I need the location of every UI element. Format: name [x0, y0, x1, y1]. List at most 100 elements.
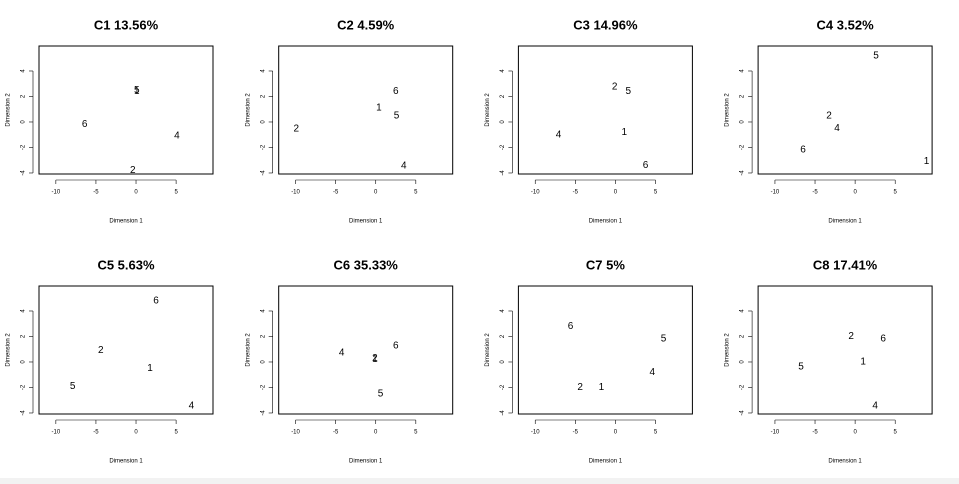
x-axis-label: Dimension 1	[828, 219, 862, 225]
y-tick-label: -2	[21, 384, 27, 390]
x-tick-label: 0	[134, 430, 138, 436]
x-tick-label: -5	[93, 190, 99, 196]
x-tick-label: 0	[374, 190, 378, 196]
chart-title: C2 4.59%	[337, 17, 395, 32]
y-tick-label: 0	[500, 360, 506, 364]
plot-frame	[517, 285, 693, 415]
y-tick-label: -4	[740, 170, 746, 176]
y-tick-label: -4	[500, 410, 506, 416]
y-tick-label: -2	[500, 144, 506, 150]
y-tick-label: -2	[260, 384, 266, 390]
y-axis-label: Dimension 2	[6, 93, 12, 127]
x-tick-label: 0	[853, 430, 857, 436]
point-label: 1	[372, 354, 378, 365]
y-axis-label: Dimension 2	[725, 93, 731, 127]
x-axis-label: Dimension 1	[589, 459, 623, 465]
y-tick-label: 0	[21, 360, 27, 364]
y-tick-label: -2	[740, 144, 746, 150]
x-tick-label: 5	[414, 190, 418, 196]
point-label: 4	[339, 348, 345, 359]
point-label: 4	[650, 367, 656, 378]
footer-band	[0, 478, 959, 484]
y-axis-label: Dimension 2	[485, 333, 491, 367]
plot-frame	[517, 45, 693, 175]
point-label: 2	[372, 353, 378, 364]
point-label: 6	[568, 321, 574, 332]
y-axis-label: Dimension 2	[6, 333, 12, 367]
chart-title: C7 5%	[586, 257, 625, 272]
point-label: 6	[393, 341, 399, 352]
point-label: 1	[147, 363, 153, 374]
point-label: 6	[643, 160, 649, 171]
y-tick-label: 4	[740, 69, 746, 73]
point-label: 5	[661, 334, 667, 345]
x-axis-label: Dimension 1	[828, 459, 862, 465]
point-label: 2	[612, 82, 618, 93]
x-tick-label: -5	[812, 430, 818, 436]
x-tick-label: 5	[894, 190, 898, 196]
chart-title: C1 13.56%	[94, 17, 159, 32]
y-axis-label: Dimension 2	[245, 333, 251, 367]
y-tick-label: 4	[260, 309, 266, 313]
point-label: 5	[394, 110, 400, 121]
y-tick-label: -4	[260, 170, 266, 176]
x-tick-label: -10	[771, 430, 780, 436]
point-label: 5	[378, 388, 384, 399]
y-tick-label: 2	[500, 334, 506, 338]
x-tick-label: 5	[654, 190, 658, 196]
x-tick-label: -5	[812, 190, 818, 196]
y-tick-label: 0	[740, 360, 746, 364]
y-tick-label: 0	[260, 120, 266, 124]
y-tick-label: -4	[500, 170, 506, 176]
point-label: 1	[860, 357, 866, 368]
x-tick-label: -10	[291, 190, 300, 196]
plot-frame	[38, 285, 214, 415]
point-label: 4	[872, 401, 878, 412]
point-label: 4	[834, 123, 840, 134]
x-tick-label: 0	[134, 190, 138, 196]
y-tick-label: 0	[21, 120, 27, 124]
y-tick-label: 4	[21, 69, 27, 73]
y-tick-label: -2	[500, 384, 506, 390]
chart-title: C8 17.41%	[813, 257, 878, 272]
point-label: 6	[82, 119, 88, 130]
point-label: 1	[924, 156, 930, 167]
x-tick-label: -5	[333, 430, 339, 436]
point-label: 2	[826, 110, 832, 121]
plot-frame	[38, 45, 214, 175]
x-tick-label: 5	[894, 430, 898, 436]
x-tick-label: 0	[614, 430, 618, 436]
plot-frame	[278, 285, 454, 415]
x-tick-label: -10	[52, 190, 61, 196]
chart-title: C4 3.52%	[817, 17, 875, 32]
x-tick-label: -10	[531, 190, 540, 196]
y-tick-label: -4	[21, 170, 27, 176]
x-axis-label: Dimension 1	[109, 219, 143, 225]
x-tick-label: 5	[174, 430, 178, 436]
x-tick-label: 5	[174, 190, 178, 196]
x-tick-label: -10	[291, 430, 300, 436]
y-tick-label: -2	[740, 384, 746, 390]
x-tick-label: -5	[333, 190, 339, 196]
x-tick-label: 0	[853, 190, 857, 196]
point-label: 1	[599, 382, 605, 393]
x-tick-label: 5	[654, 430, 658, 436]
point-label: 4	[189, 401, 195, 412]
x-tick-label: -10	[771, 190, 780, 196]
x-axis-label: Dimension 1	[109, 459, 143, 465]
point-label: 5	[625, 86, 631, 97]
y-tick-label: 2	[21, 334, 27, 338]
point-label: 2	[98, 345, 104, 356]
point-label: 6	[393, 86, 399, 97]
y-tick-label: -4	[740, 410, 746, 416]
y-tick-label: -4	[260, 410, 266, 416]
y-tick-label: 4	[500, 69, 506, 73]
point-label: 5	[873, 50, 879, 61]
y-tick-label: 4	[260, 69, 266, 73]
x-tick-label: 0	[614, 190, 618, 196]
point-label: 2	[848, 331, 854, 342]
y-tick-label: 0	[260, 360, 266, 364]
y-tick-label: 2	[500, 94, 506, 98]
y-tick-label: 2	[740, 334, 746, 338]
plot-frame	[757, 45, 933, 175]
